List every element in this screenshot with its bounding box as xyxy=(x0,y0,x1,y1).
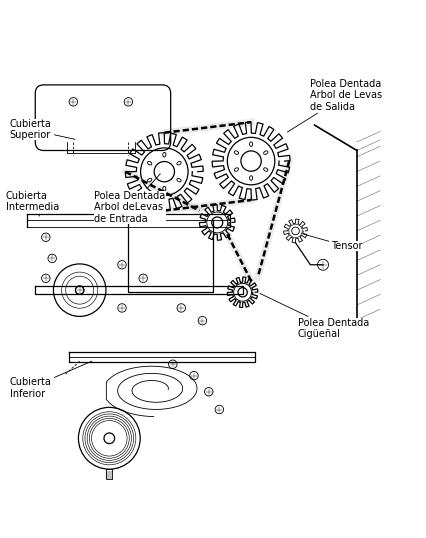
Text: Tensor: Tensor xyxy=(302,234,363,251)
Text: Cubierta
Intermedia: Cubierta Intermedia xyxy=(6,190,59,216)
Text: Polea Dentada
Cigüeñal: Polea Dentada Cigüeñal xyxy=(260,293,369,339)
Text: Cubierta
Superior: Cubierta Superior xyxy=(10,119,75,140)
Text: Polea Dentada
Arbol de Levas
de Salida: Polea Dentada Arbol de Levas de Salida xyxy=(287,79,383,132)
Text: Polea Dentada
Arbol deLevas
de Entrada: Polea Dentada Arbol deLevas de Entrada xyxy=(95,174,166,224)
Text: Cubierta
Inferior: Cubierta Inferior xyxy=(10,361,92,399)
